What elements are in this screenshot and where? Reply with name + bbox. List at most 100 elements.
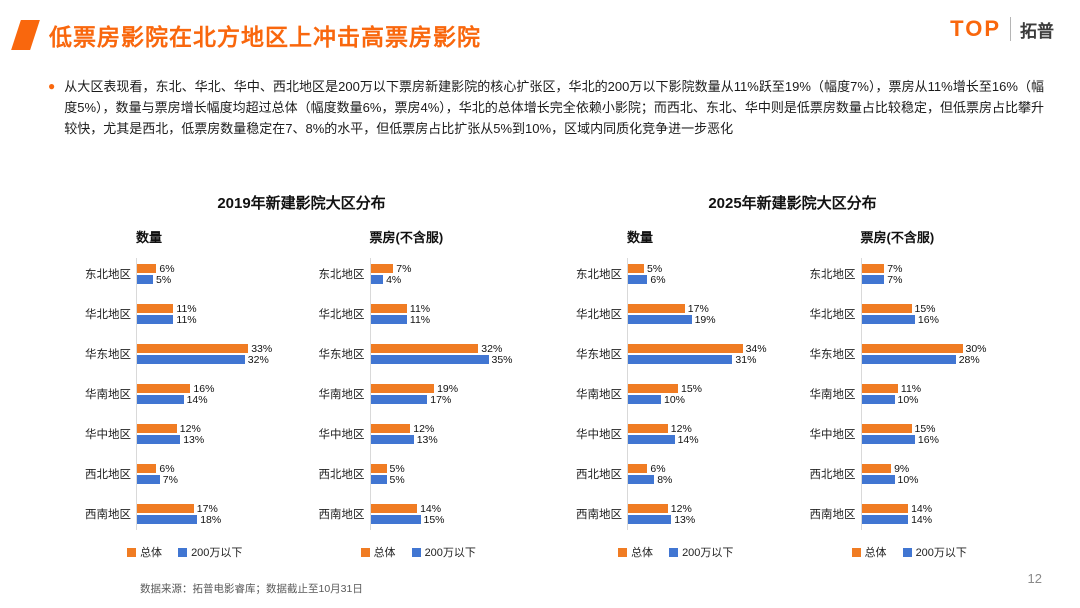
bar-chart: 数量 东北地区 6% 5% 华北地区 11% 11% 华东地区 33% 32% 华南地区 16% 14%…: [78, 227, 292, 560]
bar: [627, 435, 675, 444]
bar-pair: 6% 8%: [627, 463, 783, 486]
category-label: 华东地区: [85, 349, 131, 361]
bar-value: 12%: [413, 422, 435, 435]
bar-pair: 34% 31%: [627, 343, 783, 366]
bar-value: 5%: [389, 473, 405, 486]
title-flag-shape: [11, 20, 40, 50]
bar: [860, 424, 912, 433]
bar-pair: 9% 10%: [860, 463, 1017, 486]
bar: [860, 464, 892, 473]
bar-value: 11%: [176, 313, 197, 326]
bar: [136, 504, 194, 513]
bar-value: 32%: [247, 353, 269, 366]
chart-group-title: 2025年新建影院大区分布: [708, 195, 877, 212]
bar-value: 5%: [389, 462, 405, 475]
bar-line: 16%: [136, 383, 292, 395]
category-label: 华南地区: [809, 389, 856, 401]
category-label: 东北地区: [576, 269, 622, 281]
bar-value: 12%: [670, 422, 692, 435]
bar-pair: 17% 19%: [627, 303, 783, 326]
bar: [369, 315, 407, 324]
chart-group: 2019年新建影院大区分布 数量 东北地区 6% 5% 华北地区 11% 11% 华东地区 33%…: [78, 192, 525, 560]
bar-line: 33%: [136, 343, 292, 355]
bar-pair: 19% 17%: [369, 382, 526, 406]
chart-row: 华北地区 15% 16%: [803, 294, 1017, 334]
bar-pair: 14% 15%: [369, 502, 526, 526]
chart-row: 西南地区 12% 13%: [569, 494, 783, 534]
legend-label: 总体: [864, 547, 887, 559]
bar-chart: 票房(不含服) 东北地区 7% 4% 华北地区 11% 11% 华东地区 32% 35% 华南地区 1…: [312, 227, 526, 560]
bar-value: 18%: [200, 513, 222, 526]
bar: [369, 464, 387, 473]
chart-row: 西北地区 5% 5%: [312, 454, 526, 494]
bar-value: 16%: [917, 433, 939, 446]
bar-line: 32%: [136, 353, 292, 366]
bar-line: 32%: [369, 342, 526, 355]
bar: [369, 355, 489, 364]
bar: [627, 475, 655, 484]
chart-legend: 总体 200万以下: [569, 544, 783, 560]
bar-value: 13%: [416, 433, 438, 446]
bar-line: 12%: [627, 503, 783, 515]
bar-line: 15%: [860, 303, 1017, 315]
bar-value: 13%: [183, 433, 205, 446]
bar-line: 28%: [860, 354, 1017, 366]
bar-line: 14%: [860, 503, 1017, 515]
bar: [860, 304, 912, 313]
chart-group-title: 2019年新建影院大区分布: [217, 195, 386, 212]
bar: [136, 315, 174, 324]
bar-line: 14%: [136, 394, 292, 406]
category-label: 华北地区: [318, 309, 365, 321]
bar: [369, 435, 414, 444]
category-label: 华北地区: [809, 309, 856, 321]
category-label: 华东地区: [576, 349, 622, 361]
bar-pair: 5% 5%: [369, 462, 526, 486]
bar-line: 6%: [136, 462, 292, 475]
bar: [627, 315, 692, 324]
bar-value: 6%: [159, 462, 175, 475]
bar: [860, 355, 956, 364]
bar-value: 32%: [481, 342, 503, 355]
bar-line: 11%: [136, 313, 292, 326]
bar-pair: 12% 13%: [136, 423, 292, 446]
chart-row: 西北地区 9% 10%: [803, 454, 1017, 494]
bar: [860, 315, 915, 324]
bar-value: 4%: [386, 273, 402, 286]
brand-logo: TOP 拓普: [950, 16, 1054, 42]
chart-rows: 东北地区 7% 7% 华北地区 15% 16% 华东地区 30% 28% 华南地区 11% 10% 华中…: [803, 254, 1017, 534]
bar: [369, 275, 384, 284]
bar-value: 15%: [681, 382, 703, 395]
bar-pair: 5% 6%: [627, 262, 783, 286]
bar-value: 5%: [647, 262, 663, 275]
legend-swatch-icon: [669, 547, 679, 557]
bar: [369, 424, 411, 433]
data-source-note: 数据来源：拓普电影睿库；数据截止至10月31日: [140, 583, 363, 595]
bar-line: 18%: [136, 513, 292, 526]
legend-item: 总体: [360, 544, 396, 560]
bar-value: 16%: [917, 313, 939, 326]
bar: [860, 475, 895, 484]
bar-line: 7%: [369, 263, 526, 275]
bar-line: 13%: [369, 433, 526, 446]
bar-pair: 30% 28%: [860, 342, 1017, 366]
bar-value: 30%: [965, 342, 987, 355]
chart-row: 华北地区 17% 19%: [569, 294, 783, 334]
category-label: 东北地区: [318, 269, 365, 281]
bar: [627, 424, 668, 433]
category-label: 东北地区: [85, 269, 131, 281]
chart-rows: 东北地区 7% 4% 华北地区 11% 11% 华东地区 32% 35% 华南地区 19% 17% 华中…: [312, 254, 526, 534]
bar: [860, 515, 909, 524]
logo-chinese-name: 拓普: [1020, 21, 1054, 41]
bar: [136, 264, 157, 273]
bar-value: 19%: [437, 382, 459, 395]
bar-value: 14%: [677, 433, 699, 446]
bar-value: 15%: [914, 422, 936, 435]
bar: [860, 384, 898, 393]
category-label: 西南地区: [318, 509, 365, 521]
bar-value: 10%: [664, 393, 686, 406]
category-label: 华东地区: [809, 349, 856, 361]
bar: [860, 435, 915, 444]
bar: [627, 504, 668, 513]
page-title: 低票房影院在北方地区上冲击高票房影院: [49, 24, 481, 50]
bar-value: 14%: [420, 502, 442, 515]
